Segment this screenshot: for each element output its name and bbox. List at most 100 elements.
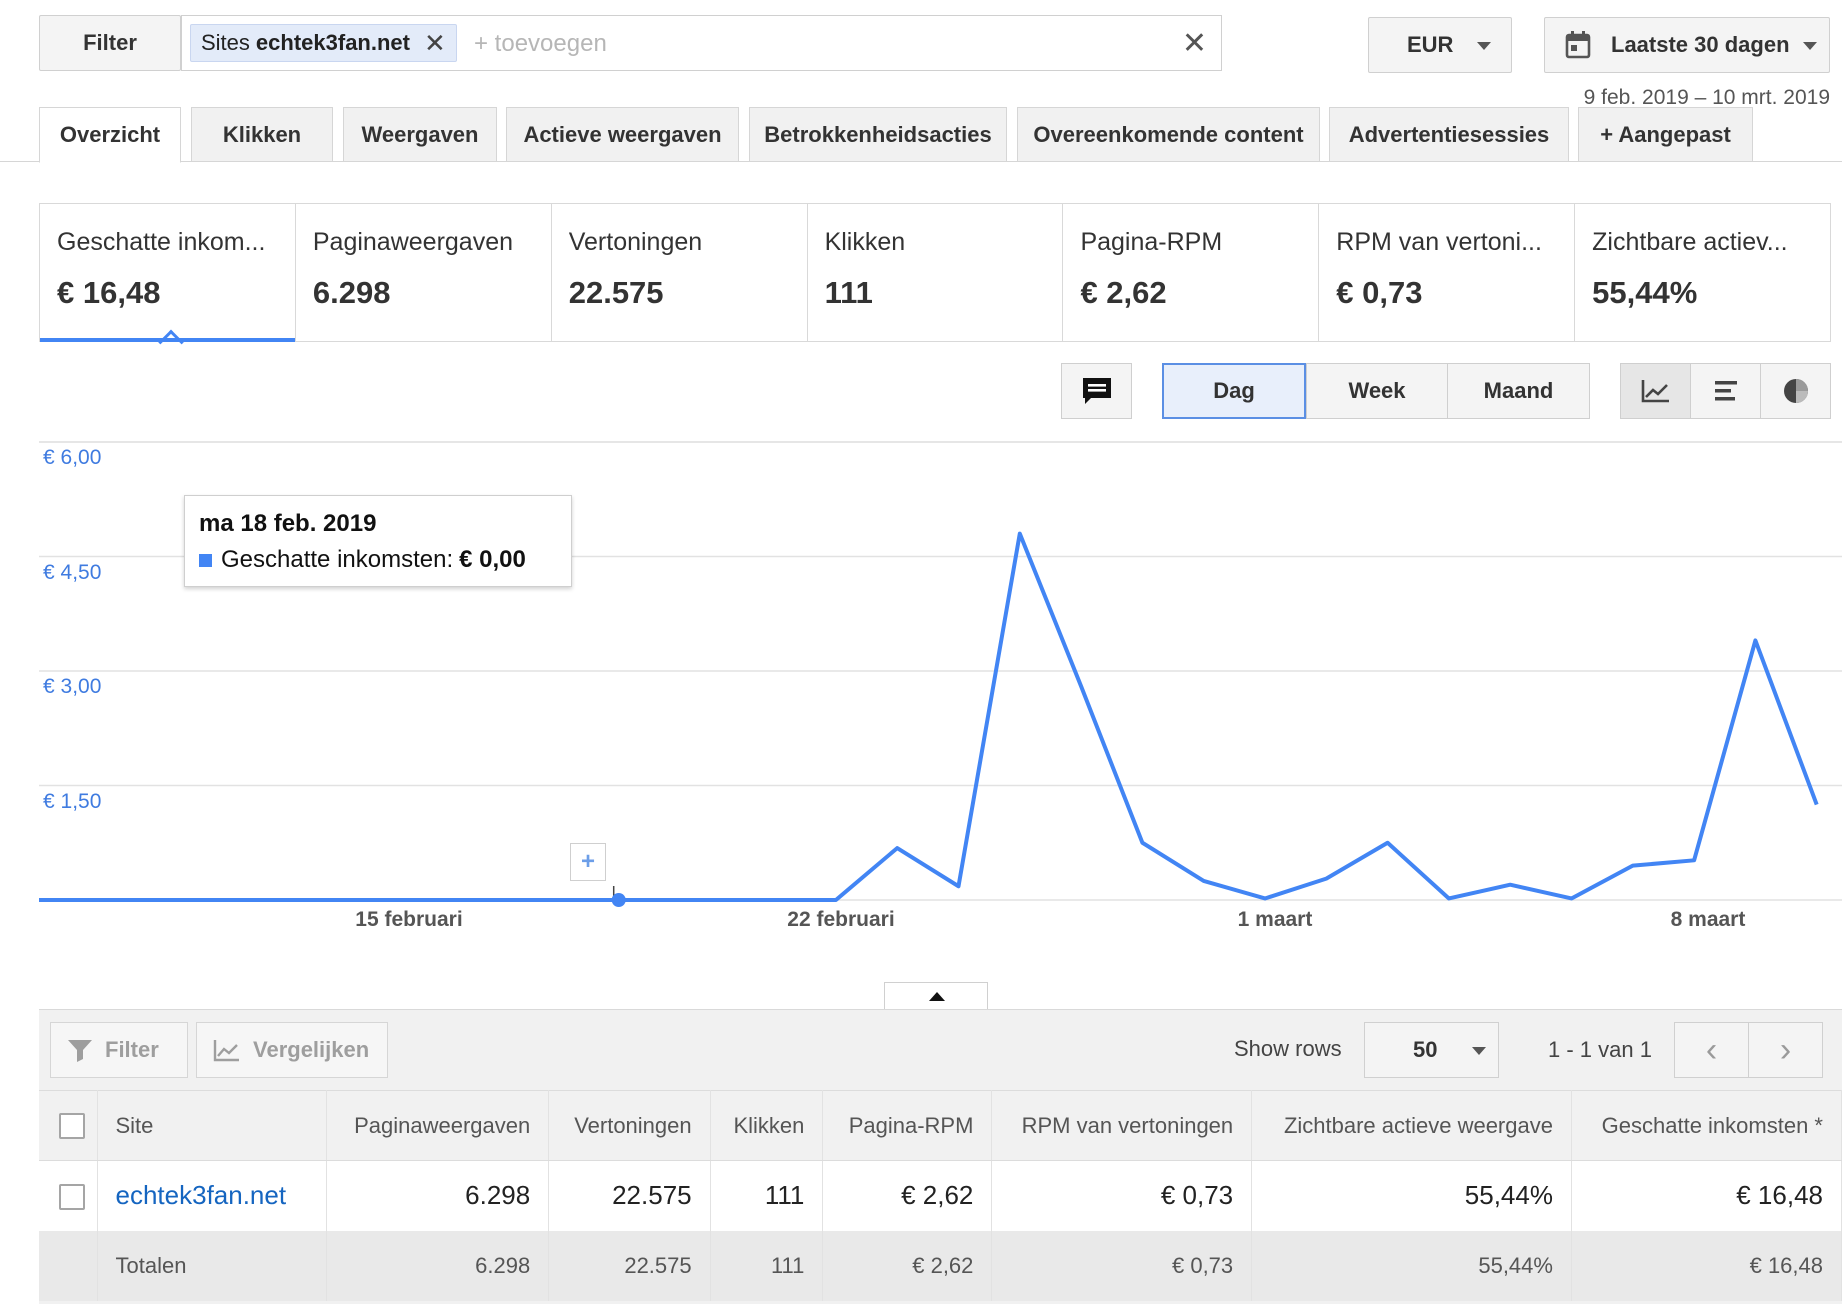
- scorecard-geschatte-inkomsten[interactable]: Geschatte inkom... € 16,48: [40, 204, 296, 356]
- chip-remove-icon[interactable]: ✕: [423, 27, 446, 58]
- scorecard-paginaweergaven[interactable]: Paginaweergaven 6.298: [296, 204, 552, 341]
- scorecard-value: 6.298: [312, 275, 391, 310]
- table-cell: € 2,62: [822, 1160, 993, 1231]
- table-cell-site: echtek3fan.net: [97, 1160, 327, 1231]
- chevron-down-icon: [1472, 1047, 1486, 1055]
- next-page-button[interactable]: ›: [1748, 1022, 1823, 1078]
- column-header-klikken[interactable]: Klikken: [710, 1090, 824, 1161]
- plus-icon: +: [580, 848, 595, 875]
- column-header-site[interactable]: Site: [97, 1090, 327, 1161]
- row-checkbox[interactable]: [59, 1184, 85, 1211]
- scorecard-rpm-vertoningen[interactable]: RPM van vertoni... € 0,73: [1319, 204, 1576, 341]
- rows-per-page-value: 50: [1413, 1037, 1438, 1062]
- granularity-day-button[interactable]: Dag: [1162, 363, 1306, 419]
- table-cell: 22.575: [548, 1160, 711, 1231]
- scorecard-label: Pagina-RPM: [1080, 228, 1223, 256]
- scorecard-label: Vertoningen: [568, 228, 703, 256]
- rows-per-page-select[interactable]: 50: [1364, 1022, 1499, 1078]
- compare-button[interactable]: Vergelijken: [196, 1022, 388, 1078]
- comment-icon: [1082, 378, 1111, 404]
- chevron-down-icon: [1803, 42, 1817, 50]
- scorecard-value: 111: [824, 275, 873, 310]
- metric-scorecards: Geschatte inkom... € 16,48 Paginaweergav…: [39, 203, 1831, 356]
- compare-label: Vergelijken: [253, 1037, 370, 1062]
- tooltip-date: ma 18 feb. 2019: [199, 510, 377, 537]
- table-cell: 55,44%: [1251, 1160, 1572, 1231]
- previous-page-button[interactable]: ‹: [1674, 1022, 1749, 1078]
- selected-indicator-icon: [158, 329, 184, 356]
- column-header-rpm-vertoningen[interactable]: RPM van vertoningen: [991, 1090, 1253, 1161]
- date-range-subtitle: 9 feb. 2019 – 10 mrt. 2019: [1583, 86, 1830, 109]
- site-link[interactable]: echtek3fan.net: [115, 1180, 287, 1211]
- tab-overzicht[interactable]: Overzicht: [39, 107, 181, 163]
- totals-cell: 55,44%: [1251, 1230, 1572, 1301]
- date-range-select[interactable]: Laatste 30 dagen: [1544, 17, 1830, 73]
- tab-aangepast[interactable]: + Aangepast: [1578, 107, 1753, 162]
- totals-row: Totalen 6.298 22.575 111 € 2,62 € 0,73 5…: [39, 1230, 1842, 1301]
- pie-chart-view-button[interactable]: [1760, 363, 1831, 419]
- annotations-button[interactable]: [1061, 363, 1132, 419]
- column-header-zichtbare-actieve-weergave[interactable]: Zichtbare actieve weergave: [1251, 1090, 1572, 1161]
- column-header-pagina-rpm[interactable]: Pagina-RPM: [822, 1090, 993, 1161]
- line-chart-view-button[interactable]: [1620, 363, 1691, 419]
- filter-chip-value: echtek3fan.net: [255, 30, 410, 55]
- tab-advertentiesessies[interactable]: Advertentiesessies: [1329, 107, 1569, 162]
- currency-select[interactable]: EUR: [1368, 17, 1512, 73]
- scorecard-klikken[interactable]: Klikken 111: [808, 204, 1064, 341]
- header-checkbox-cell: [39, 1090, 98, 1161]
- y-tick-label: € 1,50: [43, 789, 102, 813]
- scorecard-label: Klikken: [824, 228, 906, 256]
- filter-add-placeholder[interactable]: + toevoegen: [474, 30, 607, 57]
- chevron-down-icon: [1477, 42, 1491, 50]
- granularity-week-button[interactable]: Week: [1306, 363, 1448, 419]
- filter-chip-label: Sites: [201, 30, 250, 55]
- scorecard-label: Geschatte inkom...: [57, 228, 266, 256]
- y-tick-label: € 3,00: [43, 675, 102, 698]
- table-header-row: Site Paginaweergaven Vertoningen Klikken…: [39, 1090, 1842, 1161]
- granularity-month-button[interactable]: Maand: [1447, 363, 1590, 419]
- scorecard-vertoningen[interactable]: Vertoningen 22.575: [552, 204, 808, 341]
- column-header-vertoningen[interactable]: Vertoningen: [548, 1090, 711, 1161]
- table-filter-button[interactable]: Filter: [50, 1022, 188, 1078]
- line-chart-icon: [213, 1040, 239, 1062]
- filter-button[interactable]: Filter: [39, 15, 181, 71]
- add-annotation-button[interactable]: +: [570, 843, 606, 881]
- row-checkbox-cell: [39, 1160, 98, 1231]
- scorecard-value: € 16,48: [57, 275, 161, 310]
- select-all-checkbox[interactable]: [59, 1113, 85, 1140]
- tab-overeenkomende-content[interactable]: Overeenkomende content: [1017, 107, 1320, 162]
- currency-value: EUR: [1407, 32, 1454, 57]
- tab-actieve-weergaven[interactable]: Actieve weergaven: [506, 107, 739, 162]
- table-cell: € 0,73: [991, 1160, 1253, 1231]
- filter-input[interactable]: Sites echtek3fan.net ✕ + toevoegen ✕: [181, 15, 1222, 71]
- y-tick-label: € 4,50: [43, 560, 102, 584]
- column-header-geschatte-inkomsten[interactable]: Geschatte inkomsten *: [1571, 1090, 1842, 1161]
- clear-filter-icon[interactable]: ✕: [1181, 27, 1207, 60]
- x-tick-label: 1 maart: [1237, 908, 1313, 931]
- column-header-paginaweergaven[interactable]: Paginaweergaven: [326, 1090, 550, 1161]
- scorecard-label: Paginaweergaven: [312, 228, 514, 256]
- filter-chip-sites[interactable]: Sites echtek3fan.net ✕: [190, 24, 457, 62]
- show-rows-label: Show rows: [1234, 1036, 1342, 1061]
- scorecard-value: € 0,73: [1336, 275, 1423, 310]
- chevron-left-icon: ‹: [1705, 1030, 1718, 1069]
- totals-cell: € 16,48: [1571, 1230, 1842, 1301]
- totals-cell: 6.298: [326, 1230, 550, 1301]
- bar-list-icon: [1714, 381, 1737, 401]
- table-row: echtek3fan.net 6.298 22.575 111 € 2,62 €…: [39, 1160, 1842, 1231]
- table-view-button[interactable]: [1690, 363, 1761, 419]
- collapse-chart-button[interactable]: [884, 982, 988, 1010]
- totals-empty-cell: [39, 1230, 98, 1301]
- y-tick-label: € 6,00: [43, 446, 102, 469]
- scorecard-value: € 2,62: [1080, 275, 1167, 310]
- tab-klikken[interactable]: Klikken: [191, 107, 333, 162]
- series-line-geschatte-inkomsten: [39, 531, 1819, 902]
- report-table: Site Paginaweergaven Vertoningen Klikken…: [39, 1090, 1842, 1301]
- scorecard-pagina-rpm[interactable]: Pagina-RPM € 2,62: [1063, 204, 1320, 341]
- tab-weergaven[interactable]: Weergaven: [343, 107, 497, 162]
- chevron-up-icon: [929, 992, 945, 1001]
- table-filter-label: Filter: [105, 1037, 159, 1062]
- scorecard-value: 22.575: [568, 275, 664, 310]
- tab-betrokkenheidsacties[interactable]: Betrokkenheidsacties: [749, 107, 1007, 162]
- scorecard-zichtbare-actieve-weergave[interactable]: Zichtbare actiev... 55,44%: [1575, 204, 1830, 341]
